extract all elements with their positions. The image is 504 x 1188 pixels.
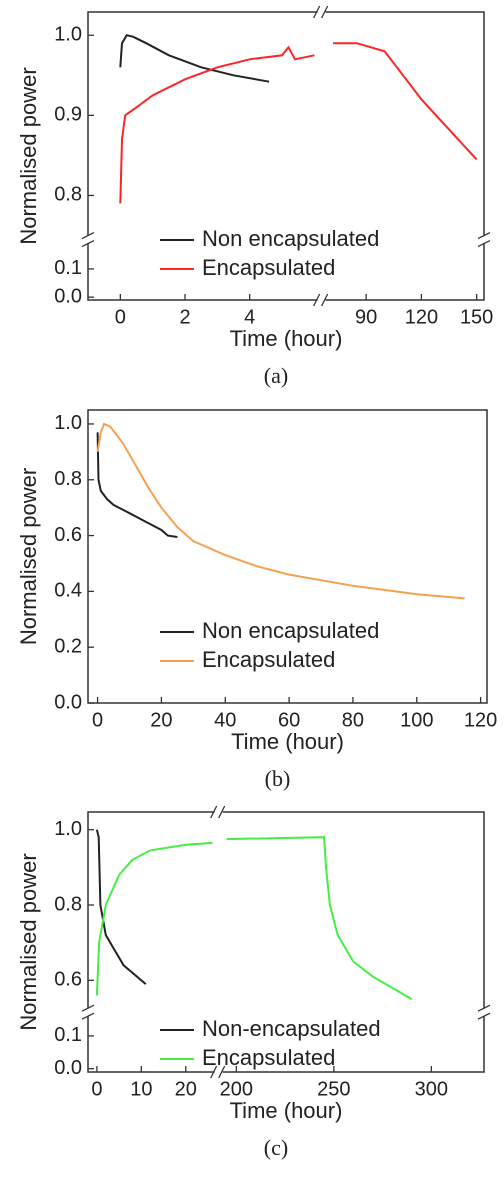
legend-label: Non-encapsulated <box>202 1016 381 1041</box>
y-tick-label: 0.6 <box>54 969 82 991</box>
caption: (b) <box>265 766 291 791</box>
x-tick-label: 120 <box>405 306 438 328</box>
y-axis-label: Normalised power <box>16 468 41 645</box>
y-tick-label: 0.8 <box>54 184 82 206</box>
axis-break-gap <box>214 810 223 814</box>
axis-break-mark <box>210 1065 218 1079</box>
axis-break-gap <box>317 10 326 14</box>
series-line <box>119 34 270 83</box>
y-tick-label: 1.0 <box>54 818 82 840</box>
x-tick-label: 40 <box>214 709 236 731</box>
axis-break-mark <box>477 239 491 248</box>
x-tick-label: 100 <box>400 709 433 731</box>
axis-break-mark <box>477 1004 491 1012</box>
y-tick-label: 0.0 <box>54 285 82 307</box>
axis-break-mark <box>477 231 491 240</box>
series-line <box>96 432 178 538</box>
axis-break-mark <box>218 1065 226 1079</box>
x-tick-label: 0 <box>91 1078 102 1100</box>
axis-break-gap <box>482 1008 486 1017</box>
axis-break-gap <box>317 298 326 302</box>
x-tick-label: 20 <box>175 1078 197 1100</box>
x-axis-label: Time (hour) <box>230 326 343 351</box>
axis-break-mark <box>477 1012 491 1020</box>
x-axis-label: Time (hour) <box>231 729 344 754</box>
legend-label: Non encapsulated <box>202 226 379 251</box>
series-line <box>95 829 147 985</box>
y-tick-label: 0.0 <box>54 1057 82 1079</box>
plot-frame <box>87 811 485 1073</box>
x-tick-label: 60 <box>278 709 300 731</box>
series-line <box>95 836 413 1001</box>
axis-break-mark <box>321 5 329 19</box>
axis-break-gap <box>86 1008 90 1017</box>
x-tick-label: 2 <box>179 306 190 328</box>
y-tick-label: 0.4 <box>54 580 82 602</box>
legend-label: Encapsulated <box>202 255 335 280</box>
series-line <box>119 42 478 204</box>
axis-break-mark <box>81 1012 95 1020</box>
axis-break-gap <box>86 235 90 244</box>
x-tick-label: 150 <box>460 306 493 328</box>
series-line <box>96 422 465 600</box>
axis-break-gap <box>482 235 486 244</box>
axis-break-mark <box>210 805 218 819</box>
x-tick-label: 4 <box>244 306 255 328</box>
y-tick-label: 0.1 <box>54 1024 82 1046</box>
axis-break-mark <box>81 1004 95 1012</box>
x-tick-label: 250 <box>317 1078 350 1100</box>
axis-break-mark <box>218 805 226 819</box>
y-axis-label: Normalised power <box>16 853 41 1030</box>
y-tick-label: 0.0 <box>54 691 82 713</box>
legend-label: Encapsulated <box>202 1045 335 1070</box>
y-tick-label: 0.2 <box>54 635 82 657</box>
x-tick-label: 0 <box>92 709 103 731</box>
x-tick-label: 80 <box>342 709 364 731</box>
y-tick-label: 0.1 <box>54 257 82 279</box>
x-axis-label: Time (hour) <box>230 1098 343 1123</box>
axis-break-mark <box>81 231 95 240</box>
y-tick-label: 1.0 <box>54 412 82 434</box>
caption: (c) <box>264 1135 288 1160</box>
legend-label: Encapsulated <box>202 647 335 672</box>
x-tick-label: 300 <box>415 1078 448 1100</box>
x-tick-label: 20 <box>150 709 172 731</box>
x-tick-label: 120 <box>464 709 497 731</box>
axis-break-mark <box>313 293 321 307</box>
x-tick-label: 90 <box>355 306 377 328</box>
y-tick-label: 1.0 <box>54 24 82 46</box>
y-tick-label: 0.6 <box>54 524 82 546</box>
x-tick-label: 0 <box>115 306 126 328</box>
plot-frame <box>87 409 488 704</box>
caption: (a) <box>264 363 288 388</box>
plot-frame <box>87 11 485 301</box>
legend-label: Non encapsulated <box>202 618 379 643</box>
axis-break-gap <box>214 1070 223 1074</box>
x-tick-label: 200 <box>220 1078 253 1100</box>
axis-break-mark <box>313 5 321 19</box>
axis-break-mark <box>321 293 329 307</box>
x-tick-label: 10 <box>130 1078 152 1100</box>
y-tick-label: 0.8 <box>54 893 82 915</box>
y-tick-label: 0.9 <box>54 104 82 126</box>
y-axis-label: Normalised power <box>16 67 41 244</box>
y-tick-label: 0.8 <box>54 468 82 490</box>
axis-break-mark <box>81 239 95 248</box>
